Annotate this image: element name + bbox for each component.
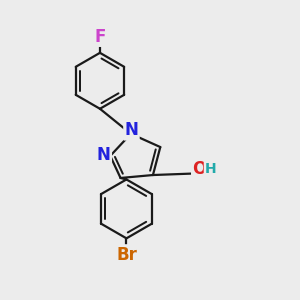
Text: O: O: [192, 160, 207, 178]
Text: N: N: [124, 121, 138, 139]
Text: H: H: [205, 162, 217, 176]
Text: Br: Br: [116, 245, 137, 263]
Text: N: N: [97, 146, 111, 164]
Text: F: F: [94, 28, 106, 46]
